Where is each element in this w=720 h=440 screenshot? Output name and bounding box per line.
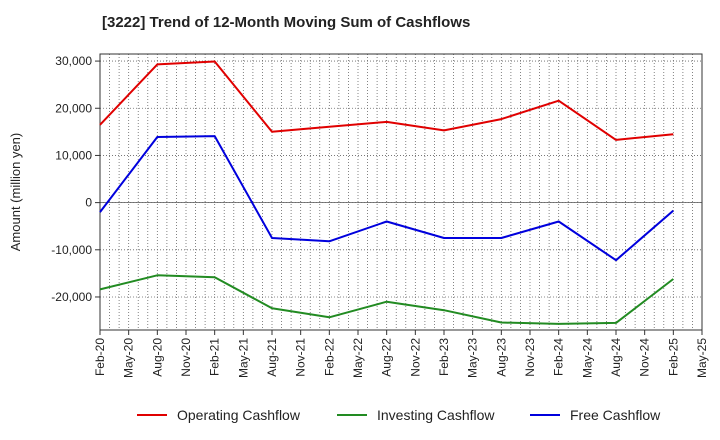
x-tick-label: Aug-23 <box>494 338 508 377</box>
legend-swatch-free <box>530 414 560 416</box>
legend-item-free: Free Cashflow <box>530 404 660 426</box>
series-line-operating <box>99 60 674 141</box>
x-tick-label: Nov-24 <box>638 338 652 377</box>
legend-item-investing: Investing Cashflow <box>337 404 495 426</box>
x-tick-label: Feb-23 <box>437 338 451 376</box>
x-tick-label: Nov-22 <box>408 338 422 377</box>
x-tick-label: May-25 <box>695 338 709 378</box>
legend-label-investing: Investing Cashflow <box>377 407 495 423</box>
y-tick-label: 0 <box>85 196 92 210</box>
x-axis-ticks: Feb-20 May-20 Aug-20 Nov-20 Feb-21 May-21 Aug-… <box>93 330 709 378</box>
series-line-free <box>99 135 674 262</box>
x-tick-label: May-24 <box>580 338 594 378</box>
x-tick-label: May-20 <box>122 338 136 378</box>
y-axis-ticks: 30,000 20,000 10,000 0 -10,000 -20,000 <box>51 54 100 304</box>
legend-swatch-operating <box>137 414 167 416</box>
y-tick-label: 30,000 <box>55 54 92 68</box>
x-tick-label: Aug-20 <box>150 338 164 377</box>
x-tick-label: Feb-24 <box>552 338 566 376</box>
y-tick-label: -20,000 <box>51 290 92 304</box>
legend-label-operating: Operating Cashflow <box>177 407 300 423</box>
legend: Operating Cashflow Investing Cashflow Fr… <box>0 404 720 426</box>
x-tick-label: Feb-20 <box>93 338 107 376</box>
x-tick-label: May-22 <box>351 338 365 378</box>
x-tick-label: May-21 <box>236 338 250 378</box>
x-tick-label: Feb-22 <box>322 338 336 376</box>
x-tick-label: Aug-21 <box>265 338 279 377</box>
y-tick-label: 10,000 <box>55 148 92 162</box>
x-tick-label: Aug-24 <box>609 338 623 377</box>
legend-item-operating: Operating Cashflow <box>137 404 300 426</box>
x-tick-label: Feb-25 <box>666 338 680 376</box>
x-tick-label: Aug-22 <box>380 338 394 377</box>
chart-title: [3222] Trend of 12-Month Moving Sum of C… <box>102 14 471 31</box>
x-tick-label: Nov-23 <box>523 338 537 377</box>
horizontal-gridlines <box>100 60 702 298</box>
x-tick-label: Feb-21 <box>208 338 222 376</box>
series-line-investing <box>99 274 674 325</box>
legend-label-free: Free Cashflow <box>570 407 661 423</box>
y-tick-label: 20,000 <box>55 101 92 115</box>
x-tick-label: Nov-21 <box>294 338 308 377</box>
vertical-gridlines <box>109 54 693 330</box>
x-tick-label: Nov-20 <box>179 338 193 377</box>
y-axis-label: Amount (million yen) <box>8 133 23 252</box>
legend-swatch-investing <box>337 414 367 416</box>
plot-frame <box>99 53 703 331</box>
x-tick-label: May-23 <box>466 338 480 378</box>
y-tick-label: -10,000 <box>51 243 92 257</box>
series-lines <box>99 60 674 325</box>
